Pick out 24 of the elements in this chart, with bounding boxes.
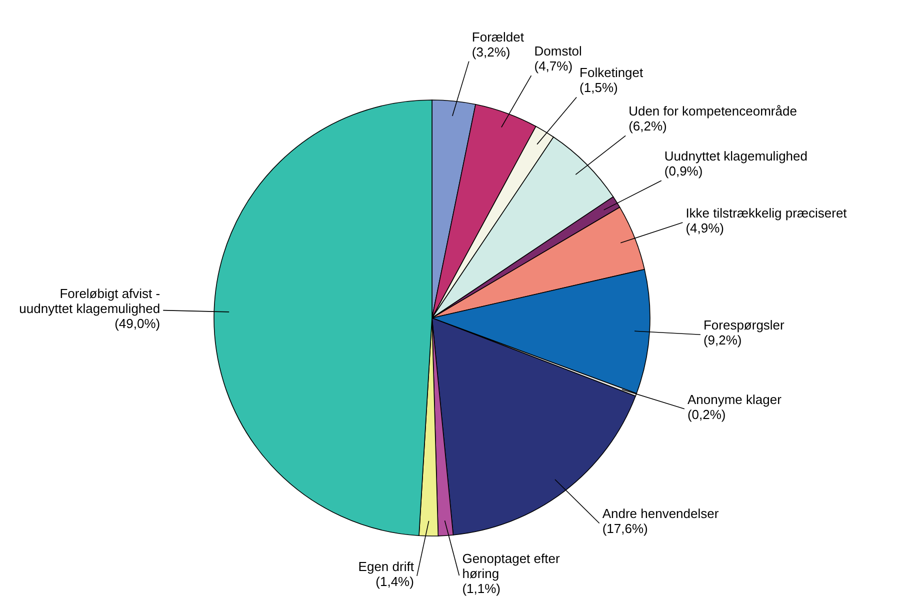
data-label: (3,2%): [472, 44, 510, 60]
data-label: (0,9%): [664, 164, 703, 179]
slice-label: Uudnyttet klagemulighed: [664, 148, 808, 164]
data-label: (17,6%): [602, 521, 648, 536]
data-label: (6,2%): [628, 118, 667, 134]
slice-label: Forældet: [472, 29, 524, 44]
data-label: (1,4%): [376, 574, 414, 589]
slice-label: Genoptaget efter høring: [462, 550, 560, 581]
data-label: (0,2%): [687, 406, 726, 422]
slice-label: Egen drift: [358, 558, 414, 574]
slice-label: Foreløbigt afvist - uudnyttet klagemulighed: [19, 286, 160, 316]
slice-label: Uden for kompetenceområde: [628, 104, 797, 119]
slice-label: Domstol: [534, 44, 582, 59]
data-label: (1,5%): [580, 80, 618, 96]
data-label: (4,9%): [686, 220, 724, 236]
slice-label: Andre henvendelser: [602, 506, 720, 522]
data-label: (49,0%): [114, 316, 160, 331]
data-label: (1,1%): [462, 580, 501, 596]
data-label: (4,7%): [534, 58, 573, 74]
slice-label: Forespørgsler: [703, 318, 786, 333]
slice-label: Anonyme klager: [687, 392, 782, 407]
data-label: (9,2%): [703, 332, 742, 348]
slice-label: Folketinget: [580, 65, 644, 80]
slice-label: Ikke tilstrækkelig præciseret: [686, 206, 848, 221]
